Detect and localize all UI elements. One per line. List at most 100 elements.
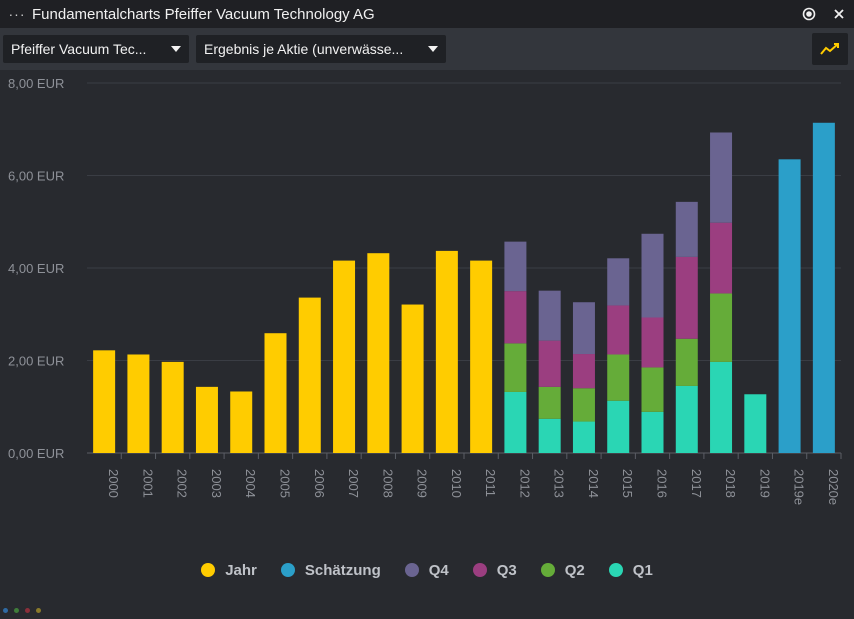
x-tick-label: 2001	[140, 469, 155, 498]
bar-q3	[675, 256, 698, 339]
x-tick-label: 2014	[586, 469, 601, 498]
y-tick-label: 8,00 EUR	[8, 76, 64, 91]
legend-label: Schätzung	[304, 561, 381, 579]
x-tick-label: 2003	[209, 469, 224, 498]
x-tick-label: 2012	[517, 469, 532, 498]
bar-q2	[675, 338, 698, 386]
chevron-down-icon	[171, 46, 181, 52]
x-tick-label: 2020e	[826, 469, 841, 505]
y-tick-label: 6,00 EUR	[8, 169, 64, 184]
bar-jahr	[161, 361, 184, 453]
line-chart-button[interactable]	[812, 33, 848, 65]
close-icon[interactable]	[824, 8, 854, 20]
bar-q2	[607, 354, 630, 401]
bar-q3	[538, 340, 561, 387]
y-tick-label: 0,00 EUR	[8, 446, 64, 461]
x-tick-label: 2013	[552, 469, 567, 498]
x-tick-label: 2002	[175, 469, 190, 498]
x-tick-label: 2000	[106, 469, 121, 498]
legend-label: Q2	[564, 561, 585, 579]
record-icon[interactable]	[794, 7, 824, 21]
x-tick-label: 2017	[689, 469, 704, 498]
metric-select-label: Ergebnis je Aktie (unverwässe...	[204, 41, 404, 57]
legend-item[interactable]: Schätzung	[280, 561, 381, 579]
title-bar: ··· Fundamentalcharts Pfeiffer Vacuum Te…	[0, 0, 854, 28]
bar-jahr	[367, 253, 390, 453]
bar-jahr	[195, 386, 218, 453]
bar-q3	[572, 354, 595, 389]
x-tick-label: 2010	[449, 469, 464, 498]
legend-item[interactable]: Q4	[404, 561, 449, 579]
bar-jahr	[264, 333, 287, 453]
legend-label: Q4	[428, 561, 449, 579]
x-tick-label: 2004	[243, 469, 258, 498]
x-tick-label: 2006	[312, 469, 327, 498]
legend-dot-icon	[540, 563, 555, 577]
bar-jahr	[435, 250, 458, 453]
bar-q3	[710, 222, 733, 294]
bar-q1	[675, 385, 698, 453]
legend-dot-icon	[280, 563, 295, 577]
bar-q3	[641, 317, 664, 368]
bar-q2	[641, 367, 664, 412]
bar-jahr	[298, 297, 321, 453]
x-tick-label: 2011	[483, 469, 498, 497]
x-tick-label: 2016	[655, 469, 670, 498]
legend-dot-icon	[201, 563, 216, 577]
bar-q4	[675, 201, 698, 257]
eps-chart: 0,00 EUR 2,00 EUR 4,00 EUR 6,00 EUR 8,00 EUR…	[8, 76, 842, 505]
bar-schätzung	[778, 159, 801, 453]
bar-q2	[504, 343, 527, 392]
metric-select[interactable]: Ergebnis je Aktie (unverwässe...	[196, 35, 446, 63]
y-tick-label: 2,00 EUR	[8, 354, 64, 369]
legend-item[interactable]: Jahr	[201, 562, 257, 579]
legend-dot-icon	[608, 563, 623, 577]
x-tick-label: 2009	[415, 469, 430, 498]
bar-jahr	[333, 260, 356, 453]
bar-q4	[538, 290, 561, 341]
ellipsis-icon[interactable]: ···	[8, 6, 26, 22]
legend-item[interactable]: Q2	[540, 561, 585, 579]
company-select-label: Pfeiffer Vacuum Tec...	[11, 41, 147, 57]
bar-q1	[572, 421, 595, 453]
x-tick-label: 2018	[723, 469, 738, 498]
bar-q4	[607, 258, 630, 306]
legend-label: Q1	[632, 561, 653, 579]
bar-jahr	[401, 304, 424, 453]
bar-jahr	[470, 260, 493, 453]
bar-q2	[572, 388, 595, 422]
bar-q1	[710, 361, 733, 453]
company-select[interactable]: Pfeiffer Vacuum Tec...	[3, 35, 189, 63]
bar-q1	[607, 400, 630, 453]
bar-jahr	[230, 391, 253, 453]
line-chart-icon	[820, 43, 839, 55]
x-tick-label: 2007	[346, 469, 361, 498]
bar-q4	[572, 302, 595, 355]
bar-schätzung	[812, 122, 835, 454]
bar-jahr	[127, 354, 150, 453]
legend-dot-icon	[472, 563, 487, 577]
legend-label: Jahr	[225, 561, 257, 579]
bar-q4	[641, 233, 664, 318]
bar-q4	[504, 241, 527, 292]
bar-q4	[710, 132, 733, 223]
bar-q3	[607, 305, 630, 355]
legend-item[interactable]: Q3	[472, 562, 517, 579]
chart-legend: Jahr Schätzung Q4 Q3 Q2 Q1	[0, 558, 854, 582]
bar-jahr	[93, 350, 116, 453]
toolbar: Pfeiffer Vacuum Tec... Ergebnis je Aktie…	[0, 28, 854, 70]
window-title: Fundamentalcharts Pfeiffer Vacuum Techno…	[32, 5, 375, 23]
bar-q1	[538, 418, 561, 453]
bar-q2	[710, 293, 733, 362]
status-dots	[3, 608, 41, 613]
bar-q1	[504, 391, 527, 453]
bar-q3	[504, 291, 527, 344]
legend-item[interactable]: Q1	[608, 561, 653, 579]
x-tick-label: 2005	[278, 469, 293, 498]
legend-dot-icon	[404, 563, 419, 577]
x-tick-label: 2019e	[792, 469, 807, 505]
x-tick-label: 2015	[620, 469, 635, 498]
x-tick-label: 2008	[380, 469, 395, 498]
x-tick-label: 2019	[757, 469, 772, 498]
chevron-down-icon	[428, 46, 438, 52]
